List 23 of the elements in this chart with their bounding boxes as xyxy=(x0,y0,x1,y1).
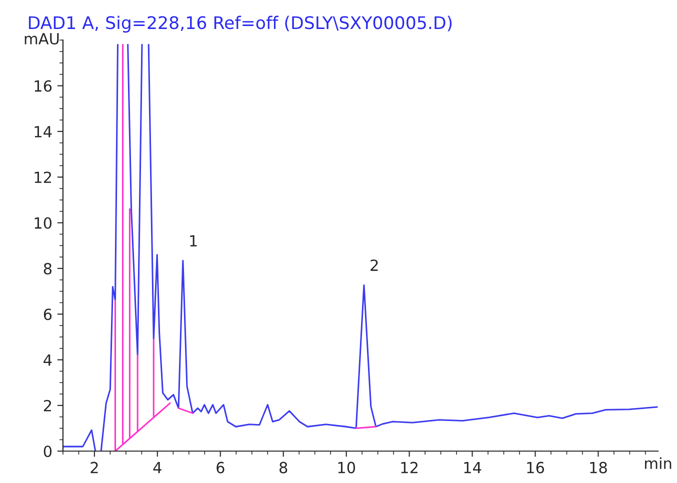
y-tick-label: 16 xyxy=(34,80,52,92)
chart-title: DAD1 A, Sig=228,16 Ref=off (DSLY\SXY00005.D) xyxy=(28,16,452,33)
x-tick-label: 14 xyxy=(464,462,482,474)
x-tick-label: 16 xyxy=(527,462,544,474)
annotation: 2 xyxy=(370,259,378,271)
annotation: 1 xyxy=(190,235,197,246)
y-tick-label: 2 xyxy=(44,400,52,412)
x-tick-label: 4 xyxy=(153,462,162,474)
y-tick-label: 8 xyxy=(44,262,52,274)
y-tick-label: 4 xyxy=(44,354,52,366)
y-tick-label: 10 xyxy=(34,217,52,229)
x-tick-label: 12 xyxy=(401,462,418,474)
x-tick-label: 6 xyxy=(216,462,224,474)
x-tick-label: 2 xyxy=(90,462,98,474)
x-tick-label: 8 xyxy=(280,462,288,474)
y-tick-label: 0 xyxy=(44,446,52,458)
y-tick-label: 6 xyxy=(44,308,52,320)
y-axis-title: mAU xyxy=(24,33,59,45)
y-tick-label: 12 xyxy=(34,172,52,183)
x-tick-label: 18 xyxy=(590,462,607,474)
y-tick-label: 14 xyxy=(34,126,52,138)
x-axis-title: min xyxy=(645,457,672,469)
x-tick-label: 10 xyxy=(338,462,356,474)
